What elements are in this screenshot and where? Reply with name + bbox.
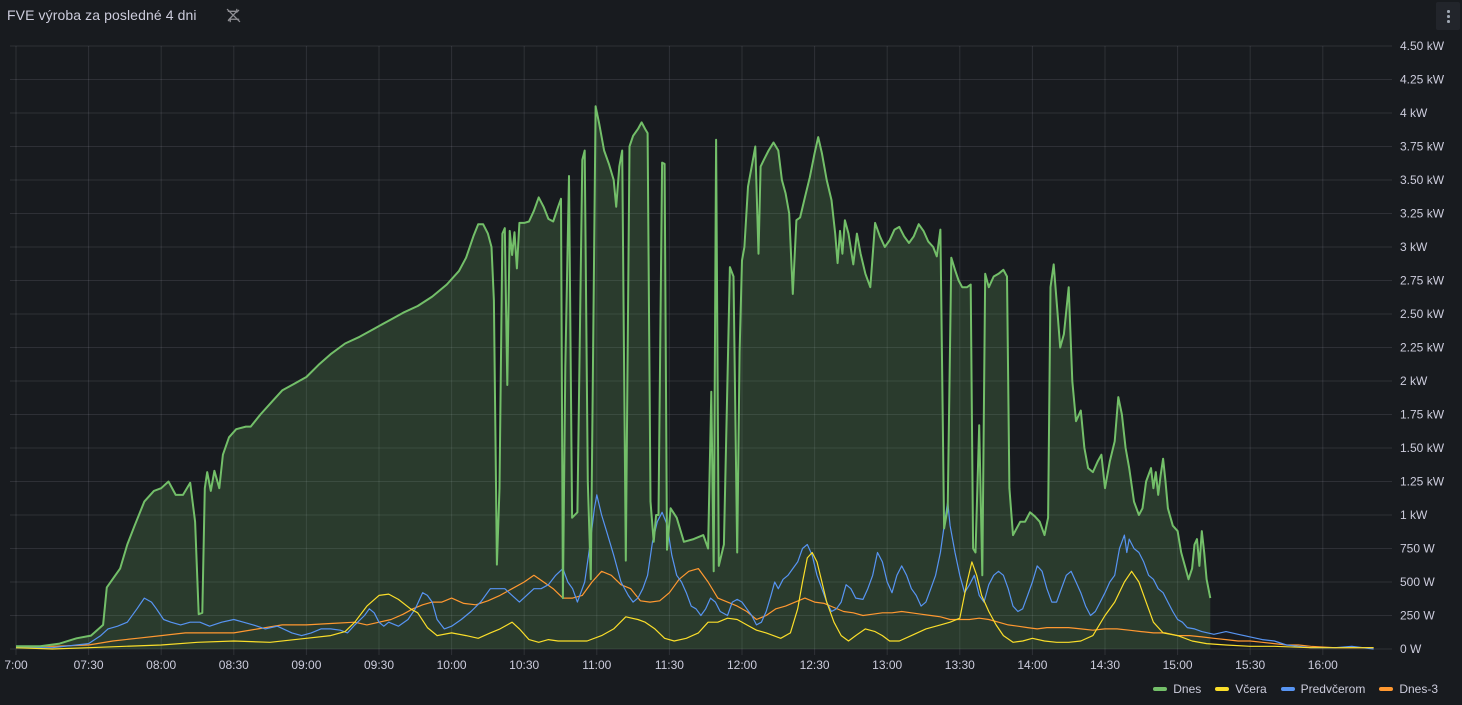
y-tick-label: 3 kW <box>1400 240 1428 254</box>
y-tick-label: 2.25 kW <box>1400 341 1445 355</box>
y-tick-label: 4 kW <box>1400 106 1428 120</box>
series-line-dnes <box>16 105 1212 648</box>
y-axis: 0 W 250 W 500 W 750 W 1 kW 1.25 kW 1.50 kW 1.75… <box>1400 39 1445 656</box>
x-tick-label: 13:00 <box>872 658 902 672</box>
x-tick-label: 16:00 <box>1308 658 1338 672</box>
legend-swatch-icon <box>1153 687 1168 691</box>
x-tick-label: 11:30 <box>655 658 684 672</box>
y-tick-label: 2.50 kW <box>1400 307 1445 321</box>
panel-menu-button[interactable] <box>1436 2 1460 30</box>
x-tick-label: 08:00 <box>146 658 176 672</box>
legend-label: Predvčerom <box>1300 682 1366 696</box>
x-tick-label: 11:00 <box>582 658 611 672</box>
y-tick-label: 3.25 kW <box>1400 207 1445 221</box>
x-tick-label: 08:30 <box>219 658 249 672</box>
y-tick-label: 250 W <box>1400 609 1435 623</box>
legend-item-dnes-3[interactable]: Dnes-3 <box>1379 682 1438 696</box>
kebab-menu-icon <box>1447 15 1450 18</box>
series-line-dnes-3 <box>16 567 1374 649</box>
x-tick-label: 7:00 <box>4 658 28 672</box>
x-tick-label: 09:00 <box>291 658 321 672</box>
x-tick-label: 12:30 <box>800 658 830 672</box>
y-tick-label: 2 kW <box>1400 374 1428 388</box>
legend-label: Dnes-3 <box>1399 682 1438 696</box>
series-area-dnes <box>16 106 1211 650</box>
legend-swatch-icon <box>1379 687 1394 691</box>
legend: Dnes Včera Predvčerom Dnes-3 <box>1153 682 1438 696</box>
panel-title[interactable]: FVE výroba za posledné 4 dni <box>7 7 197 23</box>
legend-swatch-icon <box>1215 687 1230 691</box>
y-tick-label: 1.25 kW <box>1400 475 1445 489</box>
y-tick-label: 1.75 kW <box>1400 408 1445 422</box>
x-tick-label: 07:30 <box>74 658 104 672</box>
legend-item-vcera[interactable]: Včera <box>1215 682 1267 696</box>
panel-header: FVE výroba za posledné 4 dni <box>0 0 1462 32</box>
legend-item-predvcerom[interactable]: Predvčerom <box>1280 682 1366 696</box>
x-tick-label: 09:30 <box>364 658 394 672</box>
series-line-v-era <box>15 551 1374 650</box>
y-tick-label: 500 W <box>1400 575 1435 589</box>
x-tick-label: 14:00 <box>1017 658 1047 672</box>
chain-broken-icon[interactable] <box>226 8 241 23</box>
x-tick-label: 13:30 <box>945 658 975 672</box>
x-tick-label: 10:30 <box>509 658 539 672</box>
y-tick-label: 3.75 kW <box>1400 140 1445 154</box>
x-tick-label: 15:00 <box>1163 658 1193 672</box>
y-tick-label: 0 W <box>1400 642 1422 656</box>
x-tick-label: 15:30 <box>1235 658 1265 672</box>
y-tick-label: 1 kW <box>1400 508 1428 522</box>
series-areas <box>16 106 1211 650</box>
x-tick-label: 12:00 <box>727 658 757 672</box>
kebab-menu-icon <box>1447 10 1450 13</box>
y-tick-label: 4.25 kW <box>1400 73 1445 87</box>
y-tick-label: 750 W <box>1400 542 1435 556</box>
y-tick-label: 1.50 kW <box>1400 441 1445 455</box>
series-lines <box>15 105 1374 650</box>
series-line-predv-erom <box>16 494 1374 650</box>
legend-label: Dnes <box>1173 682 1202 696</box>
legend-label: Včera <box>1235 682 1267 696</box>
x-axis: 7:00 07:30 08:00 08:30 09:00 09:30 10:00 10:30 1… <box>4 658 1338 672</box>
kebab-menu-icon <box>1447 20 1450 23</box>
y-tick-label: 3.50 kW <box>1400 173 1445 187</box>
legend-swatch-icon <box>1280 687 1295 691</box>
legend-item-dnes[interactable]: Dnes <box>1153 682 1201 696</box>
timeseries-chart[interactable]: 0 W 250 W 500 W 750 W 1 kW 1.25 kW 1.50 kW 1.75… <box>0 0 1462 680</box>
x-tick-label: 10:00 <box>437 658 467 672</box>
y-tick-label: 2.75 kW <box>1400 274 1445 288</box>
grid <box>10 45 1392 655</box>
x-tick-label: 14:30 <box>1090 658 1120 672</box>
y-tick-label: 4.50 kW <box>1400 39 1445 53</box>
